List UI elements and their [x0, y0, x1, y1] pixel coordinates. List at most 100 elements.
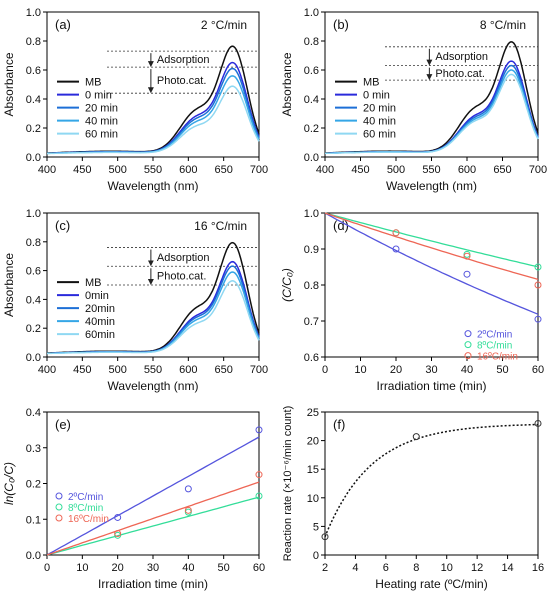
y-tick-label: 0.6: [26, 266, 41, 278]
legend-label: 8ºC/min: [68, 503, 103, 514]
legend-label: 0min: [85, 290, 109, 302]
panel-c: 400 450 500 550 600 650 700 0.0 0.2 0.4 0.6 0.8 1.0 W…: [2, 208, 268, 393]
x-tick-label: 10: [76, 562, 88, 574]
x-tick-label: 700: [250, 364, 268, 376]
data-point: [463, 270, 471, 278]
data-point: [255, 471, 263, 479]
y-axis-label: Absorbance: [2, 52, 16, 116]
spectrum-line-4: [324, 73, 539, 155]
legend-label: MB: [363, 77, 380, 89]
x-tick-label: 40: [182, 562, 194, 574]
x-tick-label: 450: [351, 164, 369, 176]
y-tick-label: 0.6: [26, 65, 41, 77]
data-point: [114, 513, 122, 521]
y-tick-label: 0.8: [304, 36, 319, 48]
legend-label: 2ºC/min: [477, 330, 512, 341]
x-tick-label: 50: [496, 364, 508, 376]
x-tick-label: 40: [461, 364, 473, 376]
panel-a: 400 450 500 550 600 650 700 0.0 0.2 0.4 0.6 0.8 1.0 W…: [2, 7, 268, 193]
data-point: [255, 426, 263, 434]
legend-label: 20 min: [85, 103, 118, 115]
panel-letter: (a): [55, 17, 71, 32]
x-tick-label: 450: [73, 164, 91, 176]
fit-line-2: [46, 481, 260, 556]
y-tick-label: 0.8: [26, 237, 41, 249]
y-tick-label: 0.4: [26, 294, 41, 306]
fit-line-0: [324, 212, 539, 315]
legend-marker: [55, 492, 63, 500]
y-axis-label: Absorbance: [280, 52, 294, 116]
adsorption-label: Adsorption: [435, 51, 488, 63]
x-axis-label: Irradiation time (min): [376, 379, 486, 393]
data-point: [534, 419, 542, 427]
y-tick-label: 10: [307, 493, 319, 505]
y-tick-label: 0.2: [26, 323, 41, 335]
y-tick-label: 0.0: [304, 152, 319, 164]
x-tick-label: 400: [316, 164, 334, 176]
x-tick-label: 10: [354, 364, 366, 376]
x-axis-label: Heating rate (ºC/min): [375, 577, 487, 591]
data-point: [412, 433, 420, 441]
panel-letter: (e): [55, 417, 71, 432]
photocat-label: Photo.cat.: [157, 75, 207, 87]
y-tick-label: 0.8: [26, 36, 41, 48]
photocat-label: Photo.cat.: [435, 68, 485, 80]
x-tick-label: 60: [253, 562, 265, 574]
adsorption-label: Adsorption: [157, 252, 210, 264]
plot-frame: [46, 411, 260, 556]
x-tick-label: 0: [322, 364, 328, 376]
x-tick-label: 650: [214, 164, 232, 176]
data-point: [534, 281, 542, 289]
y-axis-label: (C/C₀): [280, 268, 294, 302]
x-tick-label: 6: [383, 562, 389, 574]
y-tick-label: 0: [313, 550, 319, 562]
y-tick-label: 25: [307, 407, 319, 419]
y-tick-label: 0.8: [304, 280, 319, 292]
spectrum-line-4: [46, 280, 260, 355]
x-axis-label: Wavelength (nm): [108, 379, 199, 393]
y-tick-label: 0.4: [26, 407, 41, 419]
fit-line-0: [46, 436, 260, 556]
panel-d: 0 10 20 30 40 50 60 0.6 0.7 0.8 0.9 1.0 Irradiation …: [280, 208, 544, 393]
data-point: [114, 530, 122, 538]
x-tick-label: 450: [73, 364, 91, 376]
y-tick-label: 15: [307, 464, 319, 476]
x-tick-label: 700: [250, 164, 268, 176]
x-tick-label: 10: [441, 562, 453, 574]
y-axis-label: Absorbance: [2, 253, 16, 317]
spectrum-line-0: [324, 41, 539, 154]
x-tick-label: 16: [532, 562, 544, 574]
data-point: [392, 229, 400, 237]
x-tick-label: 700: [529, 164, 547, 176]
spectrum-line-2: [47, 265, 260, 355]
legend-label: 60 min: [85, 129, 118, 141]
fit-line-1: [46, 496, 260, 556]
x-tick-label: 20: [112, 562, 124, 574]
plot-frame: [324, 411, 539, 556]
data-point: [463, 252, 471, 260]
fit-line-2: [324, 212, 539, 281]
x-tick-label: 600: [458, 164, 476, 176]
x-tick-label: 4: [352, 562, 358, 574]
x-tick-label: 650: [493, 164, 511, 176]
legend-label: 0 min: [363, 90, 390, 102]
x-tick-label: 14: [501, 562, 513, 574]
legend-marker: [55, 503, 63, 511]
y-tick-label: 1.0: [304, 7, 319, 19]
x-tick-label: 400: [38, 364, 56, 376]
legend-marker: [464, 330, 472, 338]
heating-rate-label: 8 °C/min: [480, 18, 526, 32]
y-tick-label: 1.0: [26, 7, 41, 19]
legend-label: MB: [85, 77, 102, 89]
y-tick-label: 0.2: [304, 123, 319, 135]
spectrum-line-3: [47, 75, 260, 155]
y-tick-label: 20: [307, 436, 319, 448]
x-tick-label: 30: [425, 364, 437, 376]
panel-letter: (c): [55, 218, 70, 233]
y-tick-label: 0.2: [26, 123, 41, 135]
panel-letter: (d): [333, 218, 349, 233]
y-axis-label: ln(C₀/C): [2, 462, 16, 505]
data-point: [184, 485, 192, 493]
